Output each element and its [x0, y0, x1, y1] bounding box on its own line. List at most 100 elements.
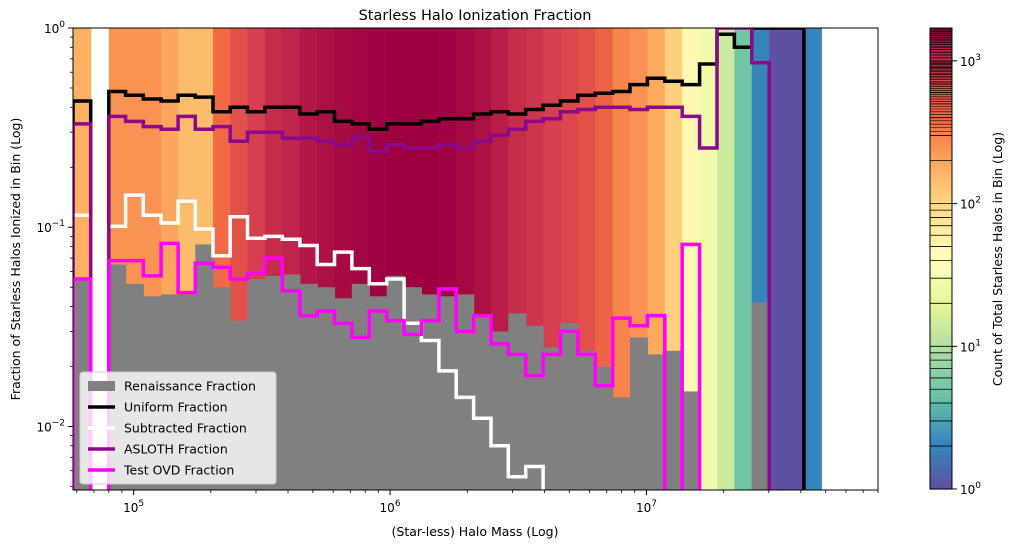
colorbar-segment: [930, 77, 952, 83]
y-tick-label: 10−1: [36, 219, 65, 235]
colorbar-segment: [930, 135, 952, 141]
heatmap-column: [699, 28, 718, 490]
colorbar-segment: [930, 162, 952, 167]
colorbar-tick-label: 103: [960, 53, 981, 69]
colorbar-segment: [930, 81, 952, 87]
renaissance-bar: [595, 366, 614, 490]
renaissance-bar: [560, 323, 579, 490]
colorbar-segment: [930, 185, 952, 190]
y-axis: 10−2 10−1 100: [36, 20, 73, 487]
colorbar-segment: [930, 427, 952, 432]
colorbar-segment: [930, 469, 952, 475]
colorbar-segment: [930, 465, 952, 471]
colorbar-segment: [930, 212, 952, 217]
colorbar-segment: [930, 389, 952, 394]
colorbar-segment: [930, 439, 952, 444]
legend-label: Subtracted Fraction: [124, 421, 247, 436]
colorbar-frame: [929, 27, 953, 490]
colorbar-segment: [930, 346, 952, 352]
legend-box: [79, 371, 277, 485]
colorbar-segment: [930, 285, 952, 290]
colorbar-segment: [930, 319, 952, 325]
renaissance-bar: [577, 350, 596, 490]
colorbar-segment: [930, 293, 952, 298]
colorbar-segment: [930, 343, 952, 348]
colorbar-segment: [930, 173, 952, 179]
colorbar-segment: [930, 70, 952, 75]
colorbar-segment: [930, 54, 952, 60]
colorbar-segment: [930, 223, 952, 229]
colorbar-segment: [930, 208, 952, 213]
colorbar-segment: [930, 39, 952, 44]
colorbar-segment: [930, 262, 952, 267]
y-tick-label: 10−2: [36, 418, 65, 434]
legend: Renaissance Fraction Uniform Fraction Subt…: [79, 371, 277, 485]
x-tick-label: 105: [123, 499, 144, 515]
legend-label: Uniform Fraction: [124, 400, 228, 415]
colorbar-segment: [930, 235, 952, 240]
colorbar-segment: [930, 485, 952, 490]
colorbar-segment: [930, 147, 952, 152]
renaissance-bar: [647, 354, 666, 490]
renaissance-bar: [404, 287, 422, 490]
colorbar-segment: [930, 189, 952, 194]
colorbar-segment: [930, 51, 952, 56]
colorbar-segment: [930, 304, 952, 310]
colorbar-segment: [930, 462, 952, 467]
colorbar-segment: [930, 170, 952, 175]
colorbar-segment: [930, 412, 952, 417]
colorbar-segment: [930, 416, 952, 421]
colorbar-segment: [930, 354, 952, 359]
colorbar-segment: [930, 308, 952, 313]
colorbar-segment: [930, 331, 952, 336]
colorbar-segment: [930, 450, 952, 456]
renaissance-bar: [751, 302, 770, 490]
plot-frame: [72, 27, 879, 491]
colorbar-segment: [930, 373, 952, 379]
renaissance-bar: [490, 331, 509, 490]
colorbar-segment: [930, 477, 952, 482]
colorbar-segment: [930, 377, 952, 383]
colorbar-segment: [930, 143, 952, 148]
renaissance-bar: [612, 397, 631, 490]
colorbar-segment: [930, 181, 952, 187]
colorbar: 100 101 102 103: [929, 27, 981, 497]
colorbar-segment: [930, 289, 952, 294]
colorbar-segment: [930, 335, 952, 340]
x-axis-label: (Star-less) Halo Mass (Log): [392, 524, 559, 539]
colorbar-segment: [930, 104, 952, 110]
colorbar-tick-label: 100: [960, 481, 981, 497]
colorbar-segment: [930, 100, 952, 106]
colorbar-segment: [930, 177, 952, 183]
colorbar-segment: [930, 454, 952, 459]
colorbar-segment: [930, 200, 952, 206]
colorbar-segment: [930, 216, 952, 221]
heatmap-column: [769, 28, 788, 490]
renaissance-bar: [351, 283, 370, 490]
colorbar-segment: [930, 385, 952, 390]
colorbar-tick-label: 102: [960, 196, 981, 212]
legend-swatch: [88, 381, 115, 391]
colorbar-segment: [930, 446, 952, 452]
colorbar-segment: [930, 254, 952, 260]
colorbar-label: Count of Total Starless Halos in Bin (Lo…: [990, 132, 1005, 386]
colorbar-segment: [930, 369, 952, 375]
renaissance-bar: [630, 337, 649, 490]
colorbar-segment: [930, 442, 952, 448]
colorbar-segment: [930, 404, 952, 409]
y-tick-label: 100: [44, 20, 65, 36]
renaissance-bar: [282, 274, 301, 490]
colorbar-segment: [930, 323, 952, 329]
colorbar-segment: [930, 316, 952, 321]
y-axis-label: Fraction of Starless Halos Ionized in Bi…: [8, 118, 23, 401]
colorbar-segment: [930, 327, 952, 333]
colorbar-segment: [930, 85, 952, 91]
legend-label: Renaissance Fraction: [124, 379, 256, 394]
colorbar-segment: [930, 116, 952, 121]
colorbar-segment: [930, 481, 952, 486]
colorbar-segment: [930, 231, 952, 237]
colorbar-segment: [930, 108, 952, 114]
colorbar-segment: [930, 277, 952, 283]
x-tick-label: 106: [380, 499, 401, 515]
colorbar-segment: [930, 43, 952, 48]
